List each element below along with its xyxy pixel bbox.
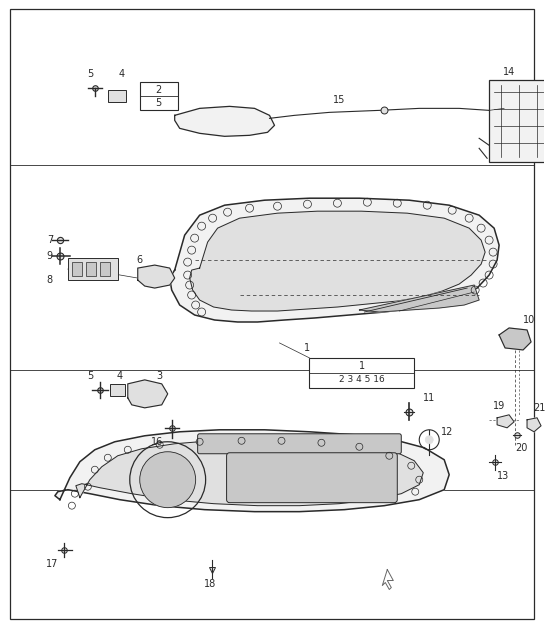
Text: 14: 14: [503, 67, 515, 77]
Text: 5: 5: [87, 70, 93, 79]
Text: 18: 18: [203, 578, 216, 588]
Text: 2: 2: [155, 85, 162, 95]
Text: 1: 1: [359, 361, 365, 371]
Polygon shape: [169, 198, 499, 322]
Text: 17: 17: [46, 558, 58, 568]
Bar: [489, 80, 545, 162]
Polygon shape: [76, 440, 423, 506]
Polygon shape: [527, 418, 541, 432]
Text: 15: 15: [333, 95, 346, 106]
Bar: [72, 262, 82, 276]
Text: 5: 5: [155, 97, 162, 107]
Text: 5: 5: [87, 371, 93, 381]
Polygon shape: [190, 211, 485, 311]
Text: 12: 12: [441, 427, 453, 437]
Bar: [310, 358, 414, 388]
Bar: [110, 384, 125, 396]
Text: 3: 3: [156, 371, 163, 381]
Bar: [68, 258, 118, 280]
Text: 6: 6: [137, 255, 143, 265]
Polygon shape: [138, 265, 175, 288]
Text: 1: 1: [305, 343, 311, 353]
Text: 20: 20: [515, 443, 527, 453]
Polygon shape: [128, 380, 168, 408]
Text: 4: 4: [119, 70, 125, 79]
Text: 16: 16: [150, 436, 163, 447]
Text: 13: 13: [497, 471, 509, 480]
Bar: [140, 82, 178, 111]
Text: 19: 19: [493, 401, 505, 411]
Text: 10: 10: [523, 315, 535, 325]
Text: 9: 9: [47, 251, 53, 261]
Text: 8: 8: [47, 275, 53, 285]
Polygon shape: [359, 285, 479, 312]
FancyBboxPatch shape: [198, 434, 401, 454]
Text: 4: 4: [117, 371, 123, 381]
Circle shape: [425, 436, 433, 444]
FancyBboxPatch shape: [227, 453, 397, 502]
Polygon shape: [497, 415, 514, 428]
Text: 7: 7: [47, 235, 53, 245]
Polygon shape: [499, 328, 531, 350]
Text: 21: 21: [533, 403, 545, 413]
Bar: [108, 90, 126, 102]
Bar: [100, 262, 110, 276]
Bar: [86, 262, 96, 276]
Text: 2 3 4 5 16: 2 3 4 5 16: [339, 376, 385, 384]
Polygon shape: [55, 430, 449, 512]
Text: 11: 11: [423, 393, 435, 403]
Circle shape: [140, 452, 196, 507]
Polygon shape: [175, 106, 275, 136]
